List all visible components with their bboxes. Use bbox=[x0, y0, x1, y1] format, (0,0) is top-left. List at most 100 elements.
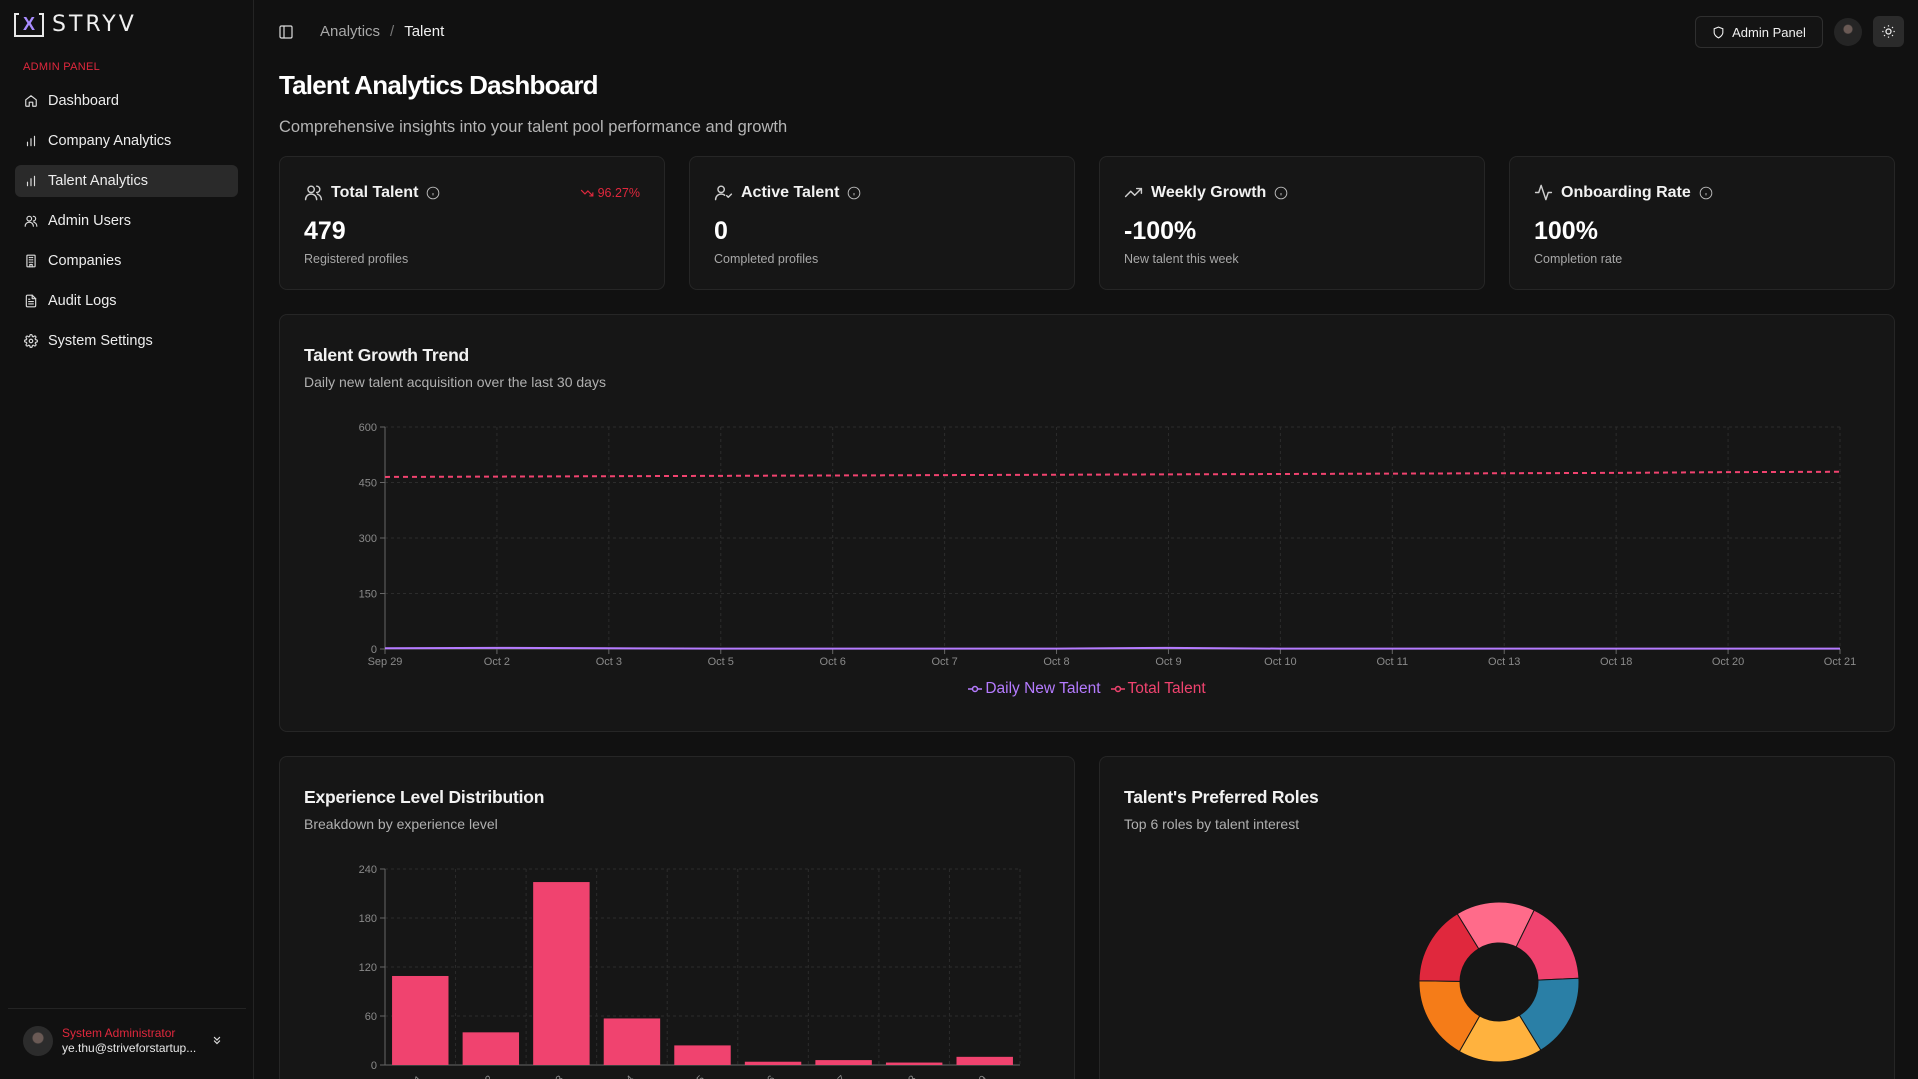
page-subtitle: Comprehensive insights into your talent … bbox=[279, 118, 788, 136]
bar-4 bbox=[603, 1018, 661, 1065]
series-line-total-talent bbox=[384, 470, 1841, 478]
x-tick-label: 6 bbox=[765, 1073, 778, 1079]
y-tick-label: 180 bbox=[359, 913, 377, 925]
x-tick-label: Oct 7 bbox=[931, 656, 957, 668]
shield-icon bbox=[1713, 26, 1724, 39]
sidebar-item-companies[interactable]: Companies bbox=[15, 245, 238, 277]
sidebar-item-dashboard[interactable]: Dashboard bbox=[15, 85, 238, 117]
sidebar: X STRYV ADMIN PANEL Dashboard Company An… bbox=[0, 0, 254, 1079]
x-tick-label: Sep 29 bbox=[368, 656, 403, 668]
stat-title: Onboarding Rate bbox=[1561, 183, 1691, 201]
y-tick-label: 0 bbox=[371, 1060, 377, 1072]
logo-text: STRYV bbox=[52, 12, 137, 37]
sidebar-item-audit-logs[interactable]: Audit Logs bbox=[15, 285, 238, 317]
sidebar-item-company-analytics[interactable]: Company Analytics bbox=[15, 125, 238, 157]
breadcrumb: Analytics / Talent bbox=[320, 23, 444, 40]
theme-toggle-button[interactable] bbox=[1873, 16, 1904, 47]
y-tick-label: 0 bbox=[371, 644, 377, 656]
bar-1 bbox=[392, 975, 449, 1065]
stat-description: Completed profiles bbox=[714, 252, 819, 266]
x-tick-label: 1 bbox=[412, 1073, 425, 1079]
stat-card-active-talent: Active Talent 0 Completed profiles bbox=[689, 156, 1075, 290]
roles-chart-card: Talent's Preferred Roles Top 6 roles by … bbox=[1099, 756, 1895, 1079]
sidebar-item-label: Audit Logs bbox=[48, 293, 117, 309]
building-icon bbox=[24, 254, 38, 268]
file-text-icon bbox=[24, 294, 38, 308]
y-tick-label: 60 bbox=[365, 1011, 377, 1023]
stat-description: Registered profiles bbox=[304, 252, 409, 266]
stat-description: New talent this week bbox=[1124, 252, 1239, 266]
trending-down-icon bbox=[580, 189, 594, 197]
bar-chart-icon bbox=[24, 174, 38, 188]
x-tick-label: Oct 21 bbox=[1824, 656, 1856, 668]
trend-value: 96.27% bbox=[597, 186, 640, 200]
user-role: System Administrator bbox=[62, 1025, 176, 1040]
legend-line-icon bbox=[968, 685, 983, 693]
x-tick-label: Oct 6 bbox=[820, 656, 846, 668]
bar-7 bbox=[815, 1060, 872, 1065]
sidebar-item-label: Companies bbox=[48, 253, 122, 269]
stat-description: Completion rate bbox=[1534, 252, 1623, 266]
info-icon[interactable] bbox=[1274, 186, 1288, 200]
activity-icon bbox=[1534, 184, 1553, 201]
stat-title: Total Talent bbox=[331, 183, 419, 201]
page-title: Talent Analytics Dashboard bbox=[279, 70, 599, 100]
bar-3 bbox=[533, 882, 590, 1065]
logo-mark: X bbox=[14, 12, 44, 41]
x-tick-label: 7 bbox=[836, 1073, 849, 1079]
stat-title: Active Talent bbox=[741, 183, 840, 201]
experience-bar-chart[interactable]: 0 60 120 180 240 1 2 3 4 5 6 7 8 9 bbox=[280, 757, 1076, 1079]
bar-5 bbox=[674, 1045, 731, 1065]
series-line-daily-new-talent bbox=[384, 646, 1840, 650]
x-tick-label: 9 bbox=[977, 1073, 990, 1079]
sidebar-item-talent-analytics[interactable]: Talent Analytics bbox=[15, 165, 238, 197]
sidebar-item-label: System Settings bbox=[48, 333, 153, 349]
sidebar-item-label: Company Analytics bbox=[48, 133, 172, 149]
x-tick-label: 4 bbox=[624, 1073, 637, 1079]
user-menu[interactable]: System Administrator ye.thu@striveforsta… bbox=[8, 1008, 246, 1072]
y-tick-label: 150 bbox=[359, 589, 377, 601]
y-tick-label: 240 bbox=[359, 864, 377, 876]
bar-8 bbox=[885, 1062, 943, 1065]
chart-title: Talent's Preferred Roles bbox=[1124, 787, 1319, 807]
admin-panel-button[interactable]: Admin Panel bbox=[1695, 16, 1823, 48]
stat-card-weekly-growth: Weekly Growth -100% New talent this week bbox=[1099, 156, 1485, 290]
app-logo[interactable]: X STRYV bbox=[14, 12, 137, 41]
x-tick-label: Oct 18 bbox=[1600, 656, 1632, 668]
x-tick-label: 8 bbox=[906, 1073, 919, 1079]
x-tick-label: Oct 13 bbox=[1488, 656, 1520, 668]
sidebar-item-system-settings[interactable]: System Settings bbox=[15, 325, 238, 357]
x-tick-label: 5 bbox=[695, 1073, 708, 1079]
breadcrumb-parent[interactable]: Analytics bbox=[320, 23, 381, 40]
x-tick-label: Oct 20 bbox=[1712, 656, 1744, 668]
stat-value: 0 bbox=[714, 217, 728, 245]
stat-title: Weekly Growth bbox=[1151, 183, 1267, 201]
x-tick-label: 3 bbox=[554, 1073, 567, 1079]
legend-item-daily-new-talent[interactable]: Daily New Talent bbox=[968, 680, 1101, 698]
sidebar-toggle-icon[interactable] bbox=[278, 24, 294, 40]
sidebar-item-admin-users[interactable]: Admin Users bbox=[15, 205, 238, 237]
pie-slice-6 bbox=[1418, 913, 1480, 982]
roles-donut-chart[interactable] bbox=[1100, 757, 1896, 1079]
home-icon bbox=[24, 94, 38, 108]
users-icon bbox=[24, 214, 38, 228]
x-tick-label: Oct 5 bbox=[708, 656, 734, 668]
info-icon[interactable] bbox=[426, 186, 440, 200]
header-avatar[interactable] bbox=[1834, 18, 1862, 46]
stat-value: 100% bbox=[1534, 217, 1598, 245]
y-tick-label: 600 bbox=[359, 422, 377, 434]
stat-card-onboarding-rate: Onboarding Rate 100% Completion rate bbox=[1509, 156, 1895, 290]
growth-chart-card: Talent Growth Trend Daily new talent acq… bbox=[279, 314, 1895, 732]
x-tick-label: Oct 2 bbox=[484, 656, 510, 668]
x-tick-label: Oct 3 bbox=[596, 656, 622, 668]
bar-chart-icon bbox=[24, 134, 38, 148]
gear-icon bbox=[24, 334, 38, 348]
info-icon[interactable] bbox=[847, 186, 861, 200]
bar-9 bbox=[956, 1056, 1013, 1065]
chevrons-up-down-icon[interactable] bbox=[210, 1033, 224, 1047]
legend-item-total-talent[interactable]: Total Talent bbox=[1110, 680, 1206, 698]
chart-title: Experience Level Distribution bbox=[304, 787, 545, 807]
breadcrumb-separator: / bbox=[390, 23, 395, 40]
info-icon[interactable] bbox=[1699, 186, 1713, 200]
growth-line-chart[interactable]: 0 150 300 450 600 Sep 29 Oct 2 Oct 3 Oct 5 Oct 6 O… bbox=[280, 315, 1896, 675]
